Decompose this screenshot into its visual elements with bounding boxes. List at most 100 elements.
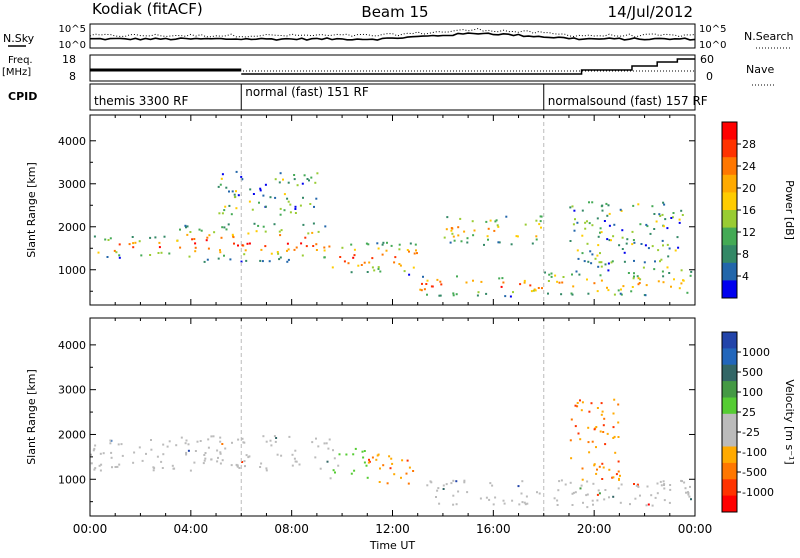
heatmap-cell: [659, 215, 662, 217]
heatmap-cell: [653, 213, 656, 215]
heatmap-cell: [116, 465, 119, 468]
y-tick-label: 1000: [58, 473, 86, 486]
heatmap-cell: [659, 480, 662, 483]
x-axis-label: Time UT: [369, 539, 415, 552]
heatmap-cell: [371, 266, 374, 269]
heatmap-cell: [293, 174, 296, 176]
heatmap-cells: [90, 398, 692, 509]
heatmap-cell: [591, 224, 594, 227]
colorbar-swatch: [722, 495, 737, 513]
heatmap-cell: [452, 292, 455, 295]
heatmap-cell: [216, 460, 219, 463]
station-title: Kodiak (fitACF): [92, 0, 203, 18]
heatmap-cell: [323, 256, 326, 259]
heatmap-cell: [606, 214, 609, 217]
heatmap-cell: [597, 235, 600, 238]
heatmap-cell: [94, 444, 97, 447]
heatmap-cell: [283, 193, 286, 196]
heatmap-cell: [578, 273, 581, 276]
heatmap-cell: [539, 220, 542, 223]
heatmap-cell: [680, 269, 683, 272]
heatmap-cell: [186, 233, 189, 236]
colorbar-tick-label: -500: [742, 466, 767, 479]
heatmap-cell: [654, 496, 657, 499]
heatmap-cell: [564, 483, 567, 486]
heatmap-cell: [210, 458, 213, 461]
heatmap-cell: [617, 403, 620, 406]
heatmap-cell: [604, 489, 607, 491]
heatmap-cell: [523, 279, 526, 282]
heatmap-cell: [204, 452, 207, 454]
heatmap-cell: [619, 208, 622, 211]
heatmap-cell: [194, 246, 197, 249]
heatmap-cell: [457, 226, 460, 229]
y-tick-label: 4000: [58, 339, 86, 352]
heatmap-cell: [287, 181, 290, 184]
heatmap-cell: [621, 248, 624, 250]
heatmap-cell: [200, 229, 203, 232]
heatmap-cell: [363, 450, 366, 452]
heatmap-cell: [138, 240, 141, 243]
heatmap-cell: [689, 274, 692, 277]
heatmap-cell: [689, 485, 691, 488]
heatmap-cell: [685, 491, 687, 494]
heatmap-cell: [184, 442, 187, 445]
heatmap-cell: [260, 462, 263, 465]
heatmap-cell: [368, 261, 371, 264]
heatmap-cell: [611, 260, 614, 263]
heatmap-cell: [485, 496, 488, 499]
heatmap-cell: [617, 421, 620, 424]
heatmap-cell: [466, 491, 469, 494]
heatmap-cell: [637, 277, 640, 280]
heatmap-cell: [299, 204, 302, 207]
plot-area: [90, 318, 695, 516]
heatmap-cell: [571, 504, 574, 506]
heatmap-cell: [224, 205, 227, 208]
heatmap-cell: [519, 283, 522, 286]
heatmap-cell: [280, 229, 283, 232]
heatmap-cell: [293, 248, 296, 251]
heatmap-cell: [593, 428, 596, 431]
heatmap-cell: [343, 260, 346, 263]
heatmap-cell: [524, 223, 527, 226]
heatmap-cell: [302, 223, 305, 226]
heatmap-cell: [662, 244, 664, 247]
heatmap-cell: [656, 492, 659, 495]
heatmap-cell: [212, 435, 215, 438]
heatmap-cell: [537, 287, 540, 289]
heatmap-cell: [678, 221, 681, 224]
heatmap-cell: [579, 438, 582, 441]
heatmap-cell: [193, 461, 196, 464]
heatmap-cell: [394, 256, 397, 259]
heatmap-cell: [529, 284, 532, 287]
heatmap-cell: [294, 460, 297, 463]
heatmap-cell: [657, 249, 660, 252]
heatmap-cell: [489, 219, 492, 222]
heatmap-cell: [572, 491, 575, 494]
heatmap-cell: [512, 291, 514, 294]
heatmap-cell: [682, 279, 684, 282]
heatmap-cell: [625, 242, 628, 245]
heatmap-cell: [286, 249, 288, 252]
heatmap-cell: [599, 274, 602, 277]
heatmap-cell: [436, 489, 439, 492]
heatmap-cell: [154, 236, 157, 239]
heatmap-cell: [663, 483, 666, 486]
heatmap-cell: [633, 272, 635, 275]
heatmap-cell: [558, 281, 561, 284]
heatmap-cell: [639, 278, 642, 281]
colorbar-tick-label: -100: [742, 446, 767, 459]
heatmap-cell: [619, 501, 622, 504]
heatmap-cell: [221, 226, 224, 229]
y-tick-label: 1000: [58, 264, 86, 277]
heatmap-cell: [168, 440, 171, 443]
heatmap-cell: [534, 289, 537, 292]
nsky-label: N.Sky: [3, 32, 35, 45]
heatmap-cell: [531, 242, 534, 245]
heatmap-cell: [357, 264, 360, 267]
heatmap-cell: [558, 480, 561, 483]
heatmap-cell: [663, 203, 666, 206]
heatmap-cell: [455, 480, 458, 483]
nsearch-label: N.Search: [744, 30, 794, 43]
